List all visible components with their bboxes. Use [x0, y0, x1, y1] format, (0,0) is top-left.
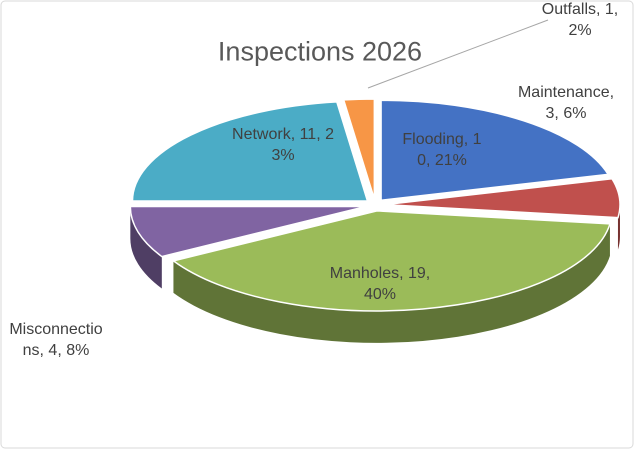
slice-side: [173, 223, 610, 343]
data-label: Network, 11, 23%: [232, 126, 334, 164]
leader-line: [367, 19, 549, 89]
data-label: Misconnections, 4, 8%: [9, 321, 103, 359]
slice-side: [617, 204, 620, 250]
data-label: Flooding, 10, 21%: [402, 131, 482, 169]
slice: [171, 210, 611, 312]
slice: [131, 101, 369, 202]
data-label: Outfalls, 1, 2%: [541, 1, 619, 39]
data-label: Manholes, 19, 40%: [329, 265, 431, 303]
slice: [342, 98, 376, 200]
slice-side: [130, 206, 162, 289]
slice: [380, 99, 610, 202]
slice: [384, 177, 621, 219]
chart-title: Inspections 2026: [217, 36, 423, 67]
data-label: Maintenance, 3, 6%: [517, 84, 615, 122]
slice: [129, 205, 366, 258]
